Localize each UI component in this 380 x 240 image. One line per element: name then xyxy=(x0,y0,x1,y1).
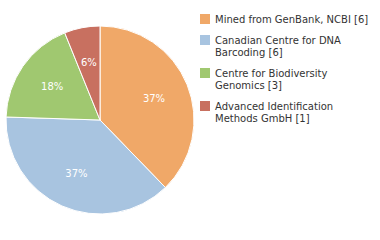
legend-label: Mined from GenBank, NCBI [6] xyxy=(215,14,368,25)
legend-label-line: Centre for Biodiversity xyxy=(215,68,328,79)
legend-swatch xyxy=(200,101,210,111)
legend-label-line: Canadian Centre for DNA xyxy=(215,35,341,46)
slice-label: 18% xyxy=(41,81,63,92)
chart: 37% 37% 18% 6% Mined from GenBank, NCBI [6] C… xyxy=(0,0,380,240)
slice-label: 37% xyxy=(65,168,87,179)
legend-label-line: Mined from GenBank, NCBI [6] xyxy=(215,14,368,25)
legend-swatch xyxy=(200,68,210,78)
slice xyxy=(65,26,100,120)
slice-label: 37% xyxy=(143,93,165,104)
legend: Mined from GenBank, NCBI [6] Canadian Cen… xyxy=(200,14,368,124)
legend-label: Canadian Centre for DNABarcoding [6] xyxy=(215,35,341,58)
legend-label-line: Genomics [3] xyxy=(215,80,282,91)
legend-label-line: Methods GmbH [1] xyxy=(215,113,310,124)
slice xyxy=(6,117,165,214)
slices xyxy=(6,26,194,214)
legend-label-line: Barcoding [6] xyxy=(215,47,283,58)
legend-label-line: Advanced Identification xyxy=(215,101,333,112)
slice-labels: 37% 37% 18% 6% xyxy=(41,57,165,178)
legend-label: Advanced IdentificationMethods GmbH [1] xyxy=(215,101,333,124)
legend-swatch xyxy=(200,14,210,24)
legend-swatch xyxy=(200,35,210,45)
slice-label: 6% xyxy=(81,57,97,68)
legend-label: Centre for BiodiversityGenomics [3] xyxy=(215,68,328,91)
